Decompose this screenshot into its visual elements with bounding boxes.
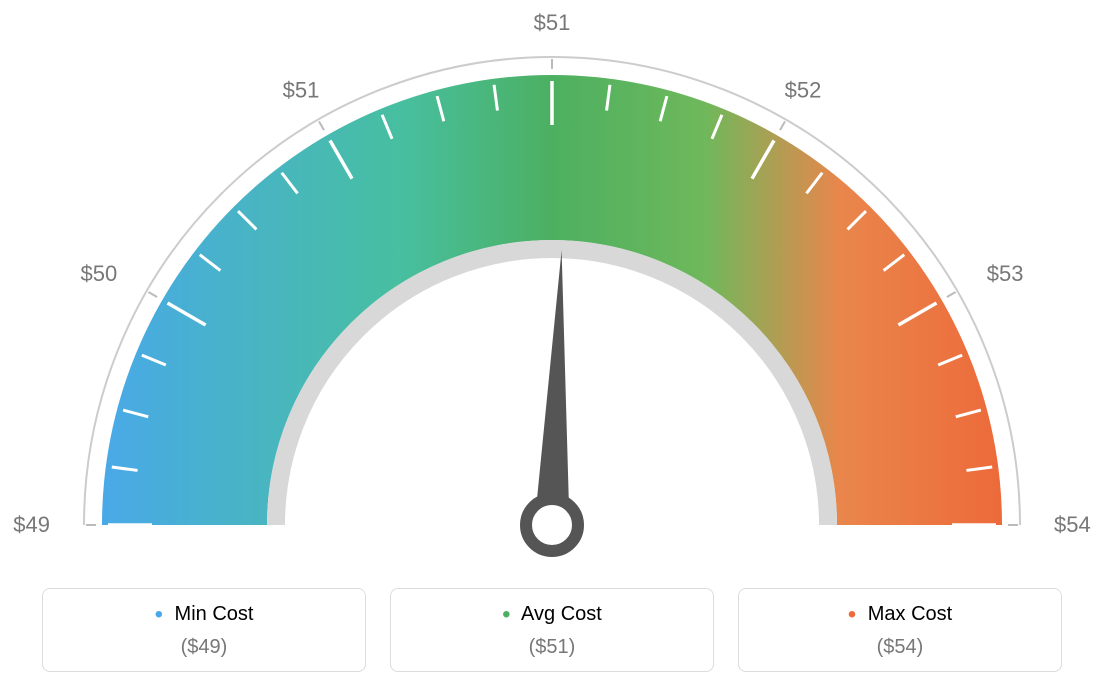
legend-title-min: • Min Cost [51,603,357,626]
legend-card-min: • Min Cost ($49) [42,588,366,672]
gauge-needle [534,250,569,529]
gauge-needle-hub [526,499,578,551]
legend-value-min: ($49) [51,636,357,659]
dot-icon: • [502,601,510,628]
gauge-tick-label: $50 [81,261,118,286]
gauge-svg: $49 $50 $51 $51 $52 $53 $54 [0,0,1104,560]
dot-icon: • [155,601,163,628]
gauge-tick-label: $54 [1054,512,1091,537]
legend-title-avg: • Avg Cost [399,603,705,626]
gauge-tick-outer [780,121,785,130]
gauge-tick-outer [148,292,157,297]
gauge-tick-label: $49 [13,512,50,537]
legend-label: Min Cost [175,603,254,625]
legend-label: Avg Cost [521,603,602,625]
gauge-tick-label: $52 [785,77,822,102]
dot-icon: • [848,601,856,628]
gauge-tick-label: $51 [283,77,320,102]
cost-gauge: $49 $50 $51 $51 $52 $53 $54 [0,0,1104,560]
legend-title-max: • Max Cost [747,603,1053,626]
gauge-tick-outer [319,121,324,130]
legend-row: • Min Cost ($49) • Avg Cost ($51) • Max … [42,588,1062,672]
legend-value-max: ($54) [747,636,1053,659]
legend-value-avg: ($51) [399,636,705,659]
gauge-tick-label: $53 [987,261,1024,286]
legend-label: Max Cost [868,603,952,625]
gauge-tick-label: $51 [534,10,571,35]
gauge-tick-outer [947,292,956,297]
legend-card-avg: • Avg Cost ($51) [390,588,714,672]
legend-card-max: • Max Cost ($54) [738,588,1062,672]
